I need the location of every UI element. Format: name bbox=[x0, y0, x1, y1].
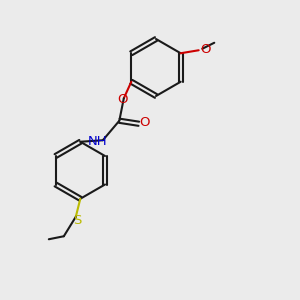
Text: NH: NH bbox=[88, 135, 107, 148]
Text: O: O bbox=[139, 116, 149, 129]
Text: O: O bbox=[200, 43, 211, 56]
Text: S: S bbox=[73, 214, 82, 227]
Text: O: O bbox=[117, 93, 128, 106]
